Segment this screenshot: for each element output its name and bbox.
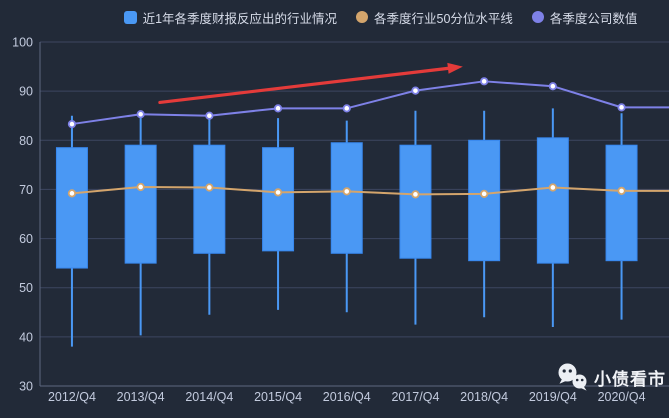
legend-item-2[interactable]: 各季度公司数值 (531, 8, 638, 27)
candle-body (262, 147, 295, 252)
candlestick-2012/Q4[interactable] (55, 115, 88, 347)
median-point-2012/Q4[interactable] (67, 189, 77, 198)
trend-arrow-shaft (158, 66, 453, 105)
legend-label: 各季度公司数值 (549, 11, 638, 26)
company-line (71, 80, 669, 126)
x-tick-label-2018/Q4: 2018/Q4 (460, 390, 508, 404)
legend: 近1年各季度财报反应出的行业情况 各季度行业50分位水平线 各季度公司数值 (46, 8, 669, 26)
candle-body (330, 142, 363, 254)
company-point-2019/Q4[interactable] (548, 82, 557, 91)
y-tick-label-70: 70 (19, 183, 33, 197)
y-tick-label-50: 50 (19, 281, 33, 295)
company-point-2014/Q4[interactable] (205, 111, 214, 120)
x-tick-label-2020/Q4: 2020/Q4 (598, 390, 646, 404)
x-tick-label-2015/Q4: 2015/Q4 (254, 390, 302, 404)
company-point-2017/Q4[interactable] (411, 86, 420, 95)
candlestick-2013/Q4[interactable] (124, 113, 157, 336)
candle-body (605, 144, 638, 262)
wechat-icon (558, 363, 587, 391)
candle-body (55, 147, 88, 269)
legend-marker-square-icon (123, 10, 137, 24)
company-point-2012/Q4[interactable] (67, 119, 77, 129)
legend-marker-circle-icon (531, 11, 544, 23)
company-point-2018/Q4[interactable] (480, 77, 489, 86)
trend-arrow-head-icon (447, 62, 463, 74)
candlestick-2015/Q4[interactable] (262, 118, 295, 310)
median-point-2020/Q4[interactable] (617, 186, 626, 196)
median-point-2019/Q4[interactable] (548, 183, 557, 192)
candlestick-2019/Q4[interactable] (536, 108, 569, 328)
y-tick-label-100: 100 (12, 36, 33, 50)
candlestick-2016/Q4[interactable] (330, 120, 363, 313)
median-point-2017/Q4[interactable] (411, 190, 420, 199)
x-tick-label-2013/Q4: 2013/Q4 (117, 390, 165, 404)
candlestick-2018/Q4[interactable] (468, 110, 501, 318)
median-point-2015/Q4[interactable] (273, 188, 283, 197)
company-point-2016/Q4[interactable] (342, 104, 351, 113)
median-point-2018/Q4[interactable] (480, 189, 489, 198)
candle-body (124, 144, 157, 264)
company-point-2015/Q4[interactable] (273, 104, 283, 113)
candlestick-2014/Q4[interactable] (193, 118, 226, 315)
legend-marker-circle-icon (356, 11, 369, 23)
y-tick-label-30: 30 (19, 380, 33, 394)
y-tick-label-60: 60 (19, 232, 33, 246)
company-point-2020/Q4[interactable] (617, 103, 626, 112)
median-point-2014/Q4[interactable] (205, 183, 214, 192)
x-tick-label-2012/Q4: 2012/Q4 (48, 390, 96, 404)
candle-body (193, 144, 226, 254)
watermark: 小债看市 (557, 360, 666, 394)
candlestick-2020/Q4[interactable] (605, 113, 638, 320)
median-line (71, 185, 669, 196)
x-tick-label-2017/Q4: 2017/Q4 (391, 390, 439, 404)
y-tick-label-40: 40 (19, 330, 33, 344)
x-tick-label-2016/Q4: 2016/Q4 (323, 390, 371, 404)
candle-body (399, 144, 432, 259)
x-tick-label-2019/Q4: 2019/Q4 (529, 390, 577, 404)
y-tick-label-90: 90 (19, 85, 33, 99)
company-point-2013/Q4[interactable] (136, 110, 145, 119)
candle-body (536, 137, 569, 264)
x-tick-label-2014/Q4: 2014/Q4 (185, 390, 233, 404)
candlestick-2017/Q4[interactable] (399, 110, 432, 325)
watermark-text: 小债看市 (594, 369, 666, 389)
median-point-2016/Q4[interactable] (342, 187, 351, 196)
candle-body (468, 139, 501, 262)
legend-label: 近1年各季度财报反应出的行业情况 (142, 11, 338, 26)
legend-label: 各季度行业50分位水平线 (374, 11, 513, 26)
legend-item-1[interactable]: 各季度行业50分位水平线 (356, 8, 513, 27)
y-tick-label-80: 80 (19, 134, 33, 148)
legend-item-0[interactable]: 近1年各季度财报反应出的行业情况 (123, 8, 338, 27)
median-point-2013/Q4[interactable] (136, 182, 145, 192)
